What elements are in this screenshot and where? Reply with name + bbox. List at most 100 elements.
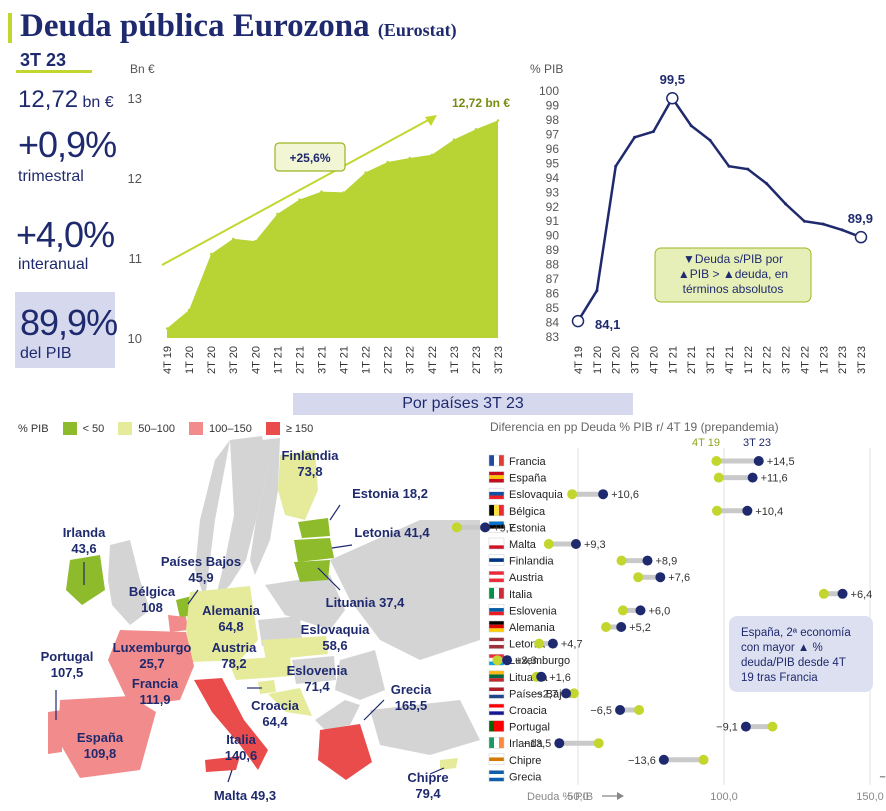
trend-arrow-line xyxy=(161,117,433,266)
trend-arrow-head xyxy=(425,115,437,126)
dumbbell-diff-label: +4,7 xyxy=(561,639,583,651)
dumbbell-end-dot xyxy=(635,605,646,616)
dumbbell-start-dot xyxy=(617,605,628,616)
map-france xyxy=(108,630,194,706)
flag-stripe xyxy=(489,538,504,542)
dumbbell-x-tick: 150,0 xyxy=(856,791,884,803)
debt-gdp-line xyxy=(576,95,862,322)
map-uk xyxy=(108,540,150,625)
area-x-tick: 2T 23 xyxy=(471,346,483,374)
line-x-tick: 3T 23 xyxy=(856,346,868,374)
dumbbell-row: Luxemburgo+3,3 xyxy=(488,653,570,667)
line-y-tick: 94 xyxy=(546,171,560,185)
line-x-tick: 2T 21 xyxy=(686,346,698,374)
dumbbell-diff-label: −9,1 xyxy=(716,722,738,734)
dumbbell-diff-label: +11,6 xyxy=(761,473,788,485)
flag-stripe xyxy=(489,604,504,609)
dumbbell-end-dot xyxy=(502,655,513,666)
flag-border xyxy=(488,487,505,500)
dumbbell-x-tick: 50,0 xyxy=(567,791,588,803)
debt-point xyxy=(298,198,301,201)
dumbbell-start-dot xyxy=(568,688,579,699)
line-y-unit: % PIB xyxy=(530,62,563,76)
dumbbell-note-text: deuda/PIB desde 4T xyxy=(741,657,846,669)
map-ireland xyxy=(66,555,105,605)
line-y-tick: 85 xyxy=(546,301,560,315)
flag-stripe xyxy=(489,558,504,562)
flag-border xyxy=(488,670,505,683)
flag-stripe xyxy=(489,471,504,476)
line-y-tick: 98 xyxy=(546,113,560,127)
area-x-tick: 3T 23 xyxy=(493,346,505,374)
arrow-latvia xyxy=(331,544,353,549)
dumbbell-end-dot xyxy=(554,738,565,749)
dumbbell-country: España xyxy=(509,473,547,485)
period-underline xyxy=(16,70,92,73)
dumbbell-start-dot xyxy=(698,754,709,765)
flag-stripe xyxy=(489,777,504,782)
line-point xyxy=(784,202,788,206)
flag-stripe xyxy=(499,504,504,516)
dumbbell-country: Chipre xyxy=(509,755,541,767)
area-y-tick: 10 xyxy=(128,331,142,346)
flag-stripe xyxy=(489,641,504,645)
line-point xyxy=(821,222,825,226)
line-point xyxy=(651,130,655,134)
map-estonia xyxy=(298,518,330,538)
flag-border xyxy=(488,504,505,517)
flag-border xyxy=(488,637,505,649)
dumbbell-row: Chipre −13,6 xyxy=(488,753,709,767)
dumbbell-end-dot xyxy=(615,705,626,715)
debt-point xyxy=(408,156,411,160)
dumbbell-country: Eslovaquia xyxy=(509,489,564,501)
flag-stripe xyxy=(489,488,504,492)
map-label-value: 58,6 xyxy=(322,638,347,653)
line-y-tick: 91 xyxy=(546,214,560,228)
flag-border xyxy=(488,454,505,467)
dumbbell-diff-label: −13,6 xyxy=(628,755,656,767)
map-label-value: 140,6 xyxy=(225,748,258,763)
debt-point xyxy=(187,308,191,312)
flag-border xyxy=(488,620,505,633)
map-label-value: 43,6 xyxy=(71,541,96,556)
dumbbell-row: Croacia −6,5 xyxy=(488,703,645,717)
dumbbell-start-dot xyxy=(634,705,645,715)
flag-stripe xyxy=(489,504,494,516)
map-label-name: Austria xyxy=(212,640,258,655)
map-cyprus xyxy=(440,758,458,770)
line-note-text: ▲PIB > ▲deuda, en xyxy=(678,267,788,281)
line-note-text: ▼Deuda s/PIB por xyxy=(683,252,783,266)
map-east xyxy=(330,520,480,660)
line-x-tick: 2T 23 xyxy=(837,346,849,374)
map-label-lituania: Lituania 37,4 xyxy=(326,595,406,610)
area-y-unit: Bn € xyxy=(130,62,155,76)
flag-stripe xyxy=(489,678,504,682)
dumbbell-end-dot xyxy=(570,539,581,549)
map-label-value: 25,7 xyxy=(139,656,164,671)
line-y-tick: 97 xyxy=(546,127,560,141)
flag-border xyxy=(488,471,505,483)
dumbbell-row: Eslovenia +6,0 xyxy=(488,604,670,617)
dumbbell-start-dot xyxy=(492,655,503,666)
kpi-debt-unit: bn € xyxy=(82,94,114,111)
flag-stripe xyxy=(489,521,504,526)
line-y-tick: 100 xyxy=(539,84,559,98)
map-label-value: 79,4 xyxy=(415,786,441,801)
map-label-name: Eslovaquia xyxy=(301,622,370,637)
legend-label-50-100: 50–100 xyxy=(138,422,176,435)
dumbbell-start-dot xyxy=(713,472,724,483)
dumbbell-end-dot xyxy=(536,671,547,682)
dumbbell-diff-label: −15,1 xyxy=(879,771,886,783)
map-label-name: Francia xyxy=(132,676,179,691)
map-croatia xyxy=(268,688,312,716)
map-label-text: Estonia 18,2 xyxy=(352,486,428,501)
flag-stripe xyxy=(489,478,504,483)
